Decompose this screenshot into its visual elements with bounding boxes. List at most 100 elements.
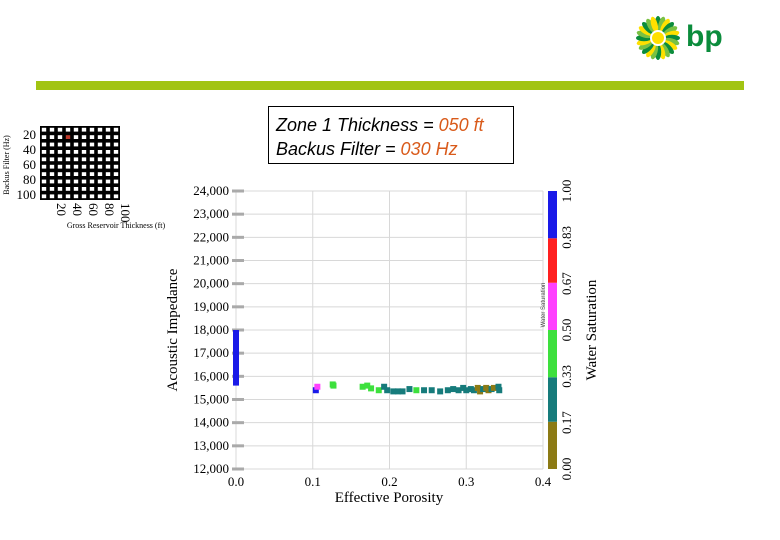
grid-cell[interactable] — [97, 194, 103, 199]
grid-cell[interactable] — [73, 150, 79, 154]
grid-cell[interactable] — [57, 194, 63, 199]
grid-cell[interactable] — [49, 172, 55, 176]
grid-cell[interactable] — [73, 127, 79, 132]
grid-cell[interactable] — [41, 127, 47, 132]
grid-cell[interactable] — [65, 164, 71, 169]
grid-cell[interactable] — [49, 179, 55, 184]
grid-cell-selected[interactable] — [65, 135, 71, 139]
grid-cell[interactable] — [89, 194, 95, 199]
grid-cell[interactable] — [73, 179, 79, 184]
grid-cell[interactable] — [65, 179, 71, 184]
grid-cell[interactable] — [113, 142, 119, 147]
grid-cell[interactable] — [65, 142, 71, 147]
grid-cell[interactable] — [41, 150, 47, 154]
grid-cell[interactable] — [57, 150, 63, 154]
grid-cell[interactable] — [57, 187, 63, 191]
grid-cell[interactable] — [41, 142, 47, 147]
grid-cell[interactable] — [97, 135, 103, 139]
grid-cell[interactable] — [89, 179, 95, 184]
grid-cell[interactable] — [65, 127, 71, 132]
grid-cell[interactable] — [105, 179, 111, 184]
grid-cell[interactable] — [49, 135, 55, 139]
grid-cell[interactable] — [65, 187, 71, 191]
grid-cell[interactable] — [113, 172, 119, 176]
grid-cell[interactable] — [105, 135, 111, 139]
grid-cell[interactable] — [49, 157, 55, 162]
grid-cell[interactable] — [81, 157, 87, 162]
grid-cell[interactable] — [81, 172, 87, 176]
grid-cell[interactable] — [97, 150, 103, 154]
grid-cell[interactable] — [113, 135, 119, 139]
grid-cell[interactable] — [41, 172, 47, 176]
grid-cell[interactable] — [97, 187, 103, 191]
grid-cell[interactable] — [57, 142, 63, 147]
thickness-filter-grid[interactable] — [40, 126, 120, 200]
grid-cell[interactable] — [113, 187, 119, 191]
grid-cell[interactable] — [73, 187, 79, 191]
grid-cell[interactable] — [113, 157, 119, 162]
grid-cell[interactable] — [97, 127, 103, 132]
grid-cell[interactable] — [113, 127, 119, 132]
grid-cell[interactable] — [97, 172, 103, 176]
grid-cell[interactable] — [81, 142, 87, 147]
grid-cell[interactable] — [105, 172, 111, 176]
grid-cell[interactable] — [73, 164, 79, 169]
grid-cell[interactable] — [57, 179, 63, 184]
grid-cell[interactable] — [57, 127, 63, 132]
grid-cell[interactable] — [105, 142, 111, 147]
grid-cell[interactable] — [113, 179, 119, 184]
grid-cell[interactable] — [73, 157, 79, 162]
grid-cell[interactable] — [105, 194, 111, 199]
grid-cell[interactable] — [57, 172, 63, 176]
grid-cell[interactable] — [81, 150, 87, 154]
grid-cell[interactable] — [81, 127, 87, 132]
grid-cell[interactable] — [49, 194, 55, 199]
grid-cell[interactable] — [105, 164, 111, 169]
grid-cell[interactable] — [89, 127, 95, 132]
grid-cell[interactable] — [105, 150, 111, 154]
grid-cell[interactable] — [49, 164, 55, 169]
grid-cell[interactable] — [81, 187, 87, 191]
grid-cell[interactable] — [89, 150, 95, 154]
grid-cell[interactable] — [65, 157, 71, 162]
grid-cell[interactable] — [41, 135, 47, 139]
grid-cell[interactable] — [81, 179, 87, 184]
grid-cell[interactable] — [97, 142, 103, 147]
grid-cell[interactable] — [89, 142, 95, 147]
grid-cell[interactable] — [89, 157, 95, 162]
grid-cell[interactable] — [97, 179, 103, 184]
grid-cell[interactable] — [73, 135, 79, 139]
grid-cell[interactable] — [41, 164, 47, 169]
grid-cell[interactable] — [49, 127, 55, 132]
grid-cell[interactable] — [89, 187, 95, 191]
grid-cell[interactable] — [57, 164, 63, 169]
grid-cell[interactable] — [49, 187, 55, 191]
grid-cell[interactable] — [105, 157, 111, 162]
grid-cell[interactable] — [81, 135, 87, 139]
grid-cell[interactable] — [81, 164, 87, 169]
grid-cell[interactable] — [49, 142, 55, 147]
grid-cell[interactable] — [41, 179, 47, 184]
grid-cell[interactable] — [57, 135, 63, 139]
grid-cell[interactable] — [41, 187, 47, 191]
grid-cell[interactable] — [65, 194, 71, 199]
grid-cell[interactable] — [113, 164, 119, 169]
grid-cell[interactable] — [105, 187, 111, 191]
grid-cell[interactable] — [41, 157, 47, 162]
grid-cell[interactable] — [113, 150, 119, 154]
grid-cell[interactable] — [57, 157, 63, 162]
grid-cell[interactable] — [73, 142, 79, 147]
grid-cell[interactable] — [97, 157, 103, 162]
grid-cell[interactable] — [97, 164, 103, 169]
grid-cell[interactable] — [89, 135, 95, 139]
grid-cell[interactable] — [65, 172, 71, 176]
grid-cell[interactable] — [49, 150, 55, 154]
grid-cell[interactable] — [73, 194, 79, 199]
grid-cell[interactable] — [113, 194, 119, 199]
grid-cell[interactable] — [73, 172, 79, 176]
grid-cell[interactable] — [81, 194, 87, 199]
grid-cell[interactable] — [41, 194, 47, 199]
grid-cell[interactable] — [89, 164, 95, 169]
grid-cell[interactable] — [105, 127, 111, 132]
grid-cell[interactable] — [65, 150, 71, 154]
